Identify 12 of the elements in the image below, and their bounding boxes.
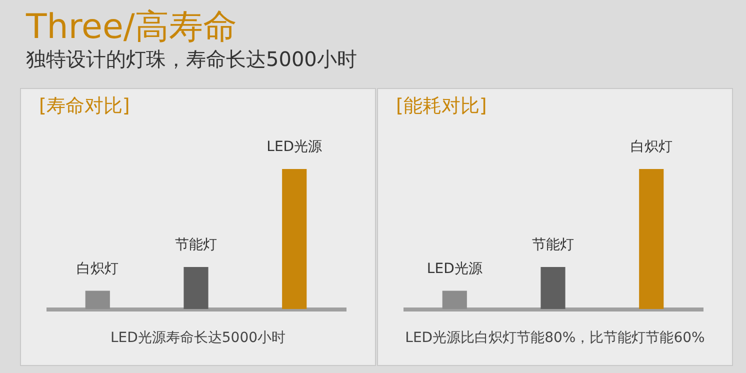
x-tick-label: 节能灯 (532, 237, 574, 253)
chart-title: [能耗对比] (396, 94, 487, 119)
x-tick-label: 白炽灯 (630, 139, 672, 155)
x-tick-label: LED光源 (266, 139, 322, 155)
text: 独特设计的灯珠，寿命长达5000小时 (26, 46, 357, 72)
x-tick-label: 白炽灯 (76, 260, 119, 277)
text: LED光源寿命长达5000小时 (109, 329, 287, 347)
text: LED光源比白炽灯节能80%，比节能灯节能60% (404, 329, 706, 347)
x-tick-label: 节能灯 (175, 237, 217, 253)
text: Three/高寿命 (26, 7, 238, 47)
x-tick-label: LED光源 (426, 260, 482, 277)
chart-title: [寿命对比] (39, 94, 130, 119)
